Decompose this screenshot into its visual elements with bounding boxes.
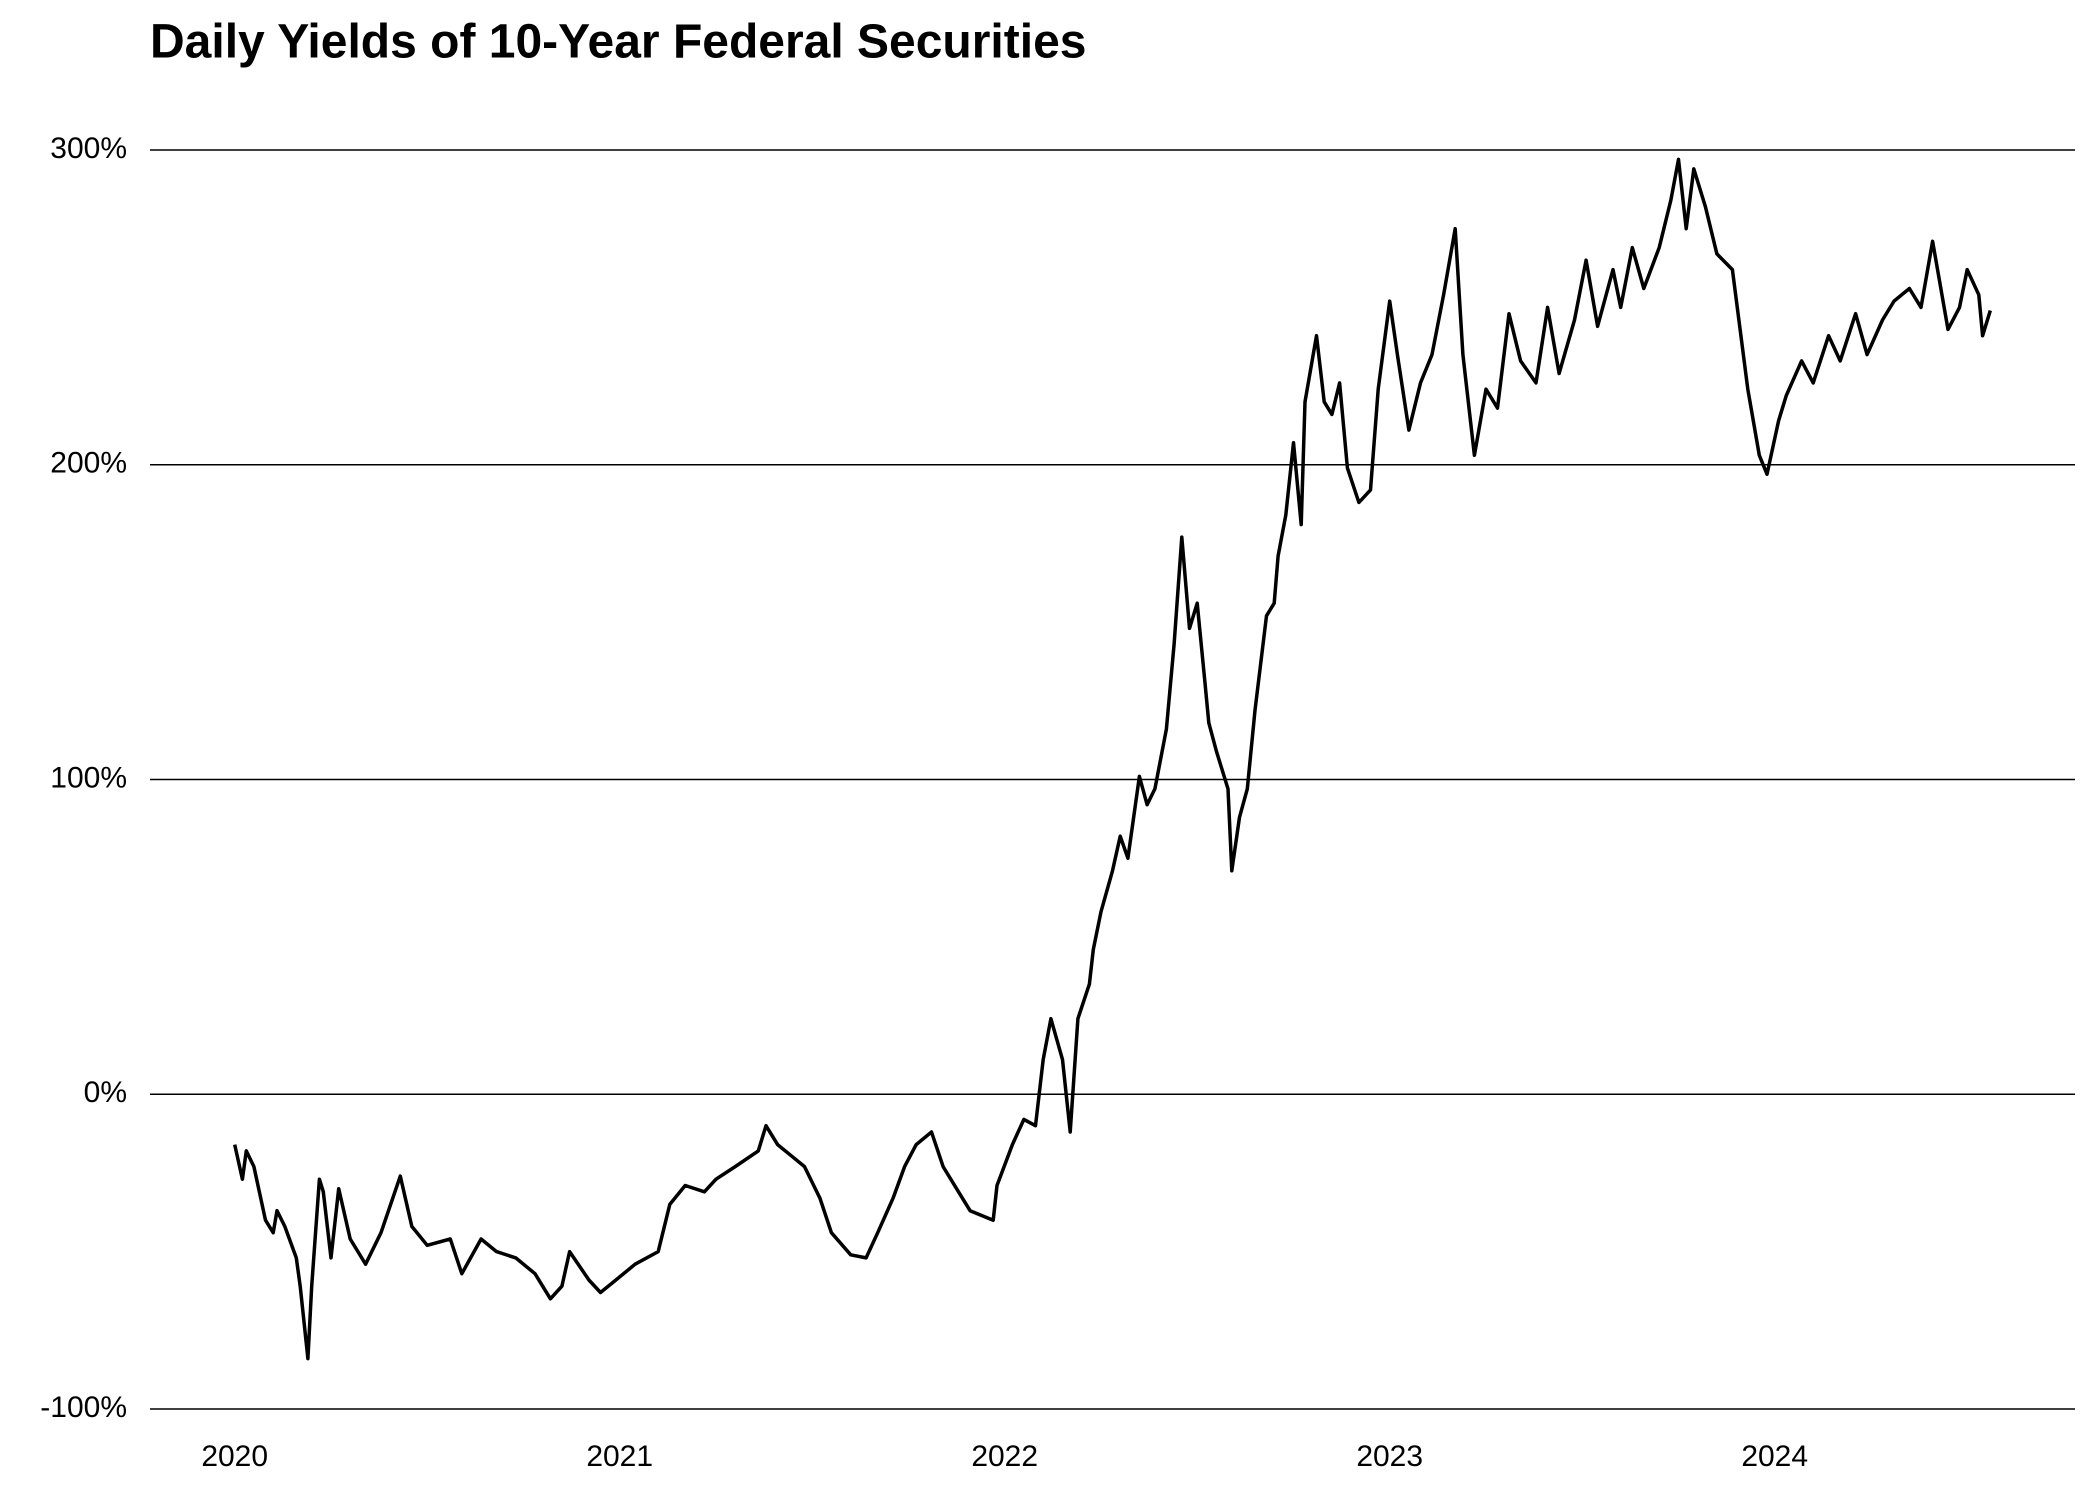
y-tick-label: 200% [50, 447, 127, 480]
x-tick-label: 2020 [201, 1440, 268, 1473]
x-tick-label: 2022 [971, 1440, 1038, 1473]
x-tick-label: 2024 [1741, 1440, 1808, 1473]
y-tick-label: 300% [50, 132, 127, 165]
y-tick-label: -100% [40, 1391, 127, 1424]
x-tick-label: 2023 [1356, 1440, 1423, 1473]
y-tick-label: 0% [84, 1076, 127, 1109]
chart-title: Daily Yields of 10-Year Federal Securiti… [150, 16, 1086, 69]
yield-line [232, 157, 1992, 1361]
y-tick-label: 100% [50, 761, 127, 794]
x-tick-label: 2021 [586, 1440, 653, 1473]
